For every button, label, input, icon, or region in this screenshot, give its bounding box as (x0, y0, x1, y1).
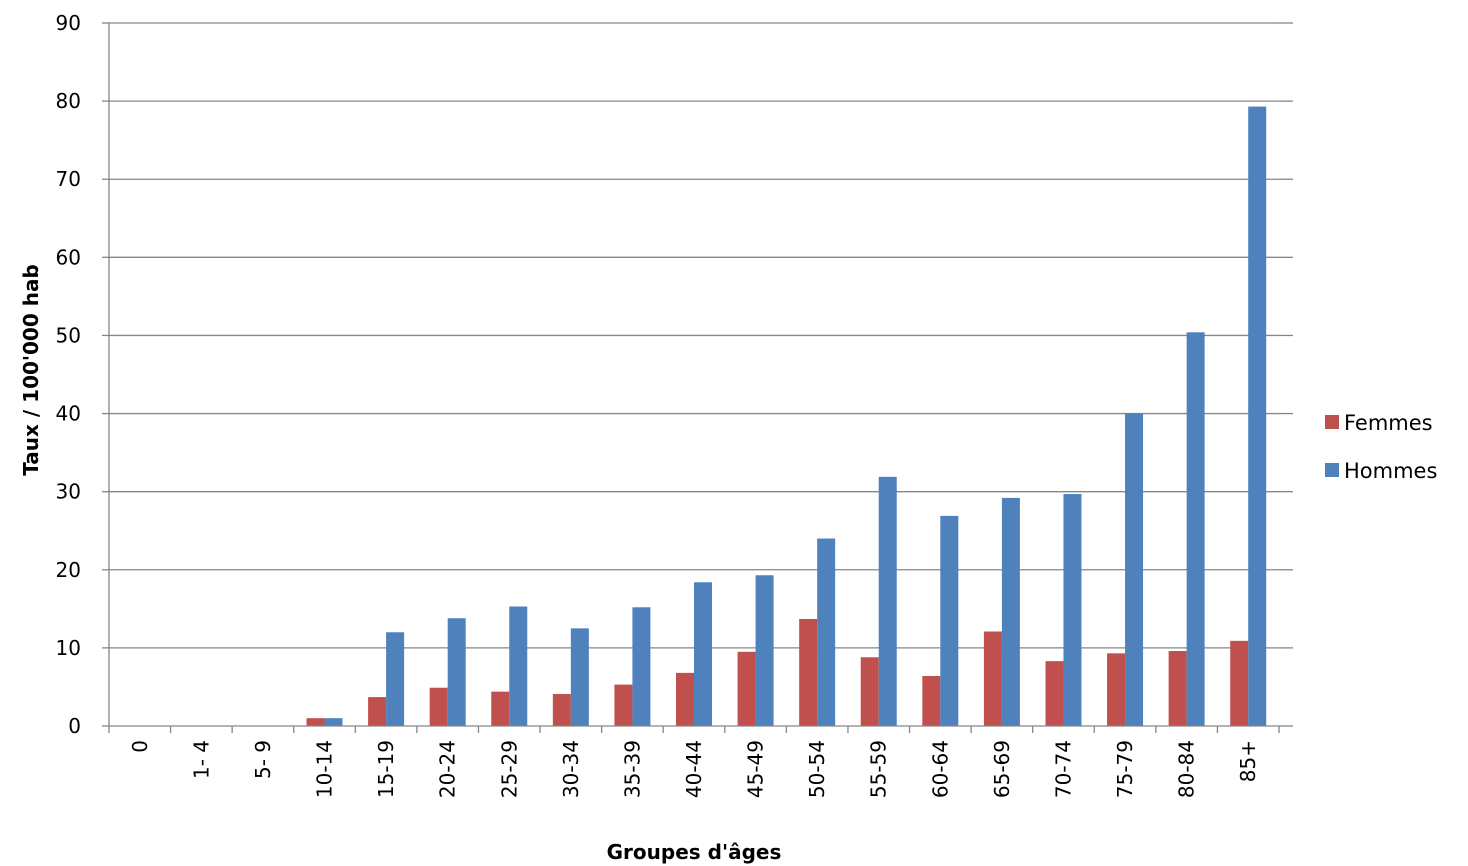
bar-femmes-75-79 (1107, 653, 1126, 726)
y-axis-title: Taux / 100'000 hab (19, 264, 43, 476)
x-tick-label: 10-14 (313, 740, 337, 798)
bar-femmes-60-64 (922, 676, 941, 726)
bar-hommes-70-74 (1063, 494, 1082, 726)
x-tick-label: 25-29 (497, 740, 521, 798)
legend-swatch-hommes (1325, 463, 1339, 477)
bar-hommes-40-44 (694, 582, 712, 726)
y-axis-ticks: 0 10 20 30 40 50 60 70 80 90 (56, 11, 1293, 738)
x-tick-label: 5- 9 (251, 740, 275, 779)
bar-femmes-45-49 (737, 651, 756, 726)
x-tick-label: 70-74 (1051, 740, 1075, 798)
bars (306, 106, 1267, 727)
bar-hommes-60-64 (940, 515, 959, 726)
legend-swatch-femmes (1325, 415, 1339, 429)
bar-hommes-75-79 (1125, 413, 1144, 726)
y-tick-label: 10 (56, 636, 81, 660)
bar-femmes-50-54 (799, 618, 818, 726)
x-tick-label: 60-64 (928, 740, 952, 798)
x-axis-title: Groupes d'âges (607, 840, 782, 864)
bar-hommes-15-19 (386, 632, 405, 726)
y-tick-label: 70 (56, 167, 81, 191)
bar-femmes-65-69 (983, 631, 1002, 726)
bar-hommes-55-59 (878, 476, 897, 726)
gridlines (109, 22, 1279, 649)
x-axis-ticks: 0 1- 4 5- 9 10-14 15-19 20-24 25-29 30-34 35-39 4… (108, 726, 1280, 798)
bar-femmes-25-29 (491, 691, 510, 726)
y-tick-label: 40 (56, 402, 81, 426)
x-tick-label: 85+ (1236, 740, 1260, 782)
x-tick-label: 80-84 (1175, 740, 1199, 798)
bar-femmes-55-59 (860, 657, 879, 726)
bar-hommes-35-39 (632, 607, 651, 726)
x-tick-label: 65-69 (990, 740, 1014, 798)
bar-femmes-10-14 (306, 718, 325, 726)
x-tick-label: 20-24 (436, 740, 460, 798)
bar-femmes-20-24 (429, 687, 448, 726)
bar-hommes-10-14 (324, 718, 343, 726)
y-tick-label: 50 (56, 323, 81, 347)
bar-femmes-40-44 (676, 672, 694, 726)
bar-hommes-65-69 (1001, 497, 1020, 726)
bar-femmes-15-19 (368, 697, 387, 726)
bar-hommes-25-29 (509, 606, 528, 726)
x-tick-label: 30-34 (559, 740, 583, 798)
axes (108, 23, 1279, 727)
bar-femmes-85+ (1230, 640, 1249, 726)
bar-femmes-80-84 (1168, 651, 1187, 726)
y-tick-label: 90 (56, 11, 81, 35)
bar-femmes-35-39 (614, 684, 633, 726)
x-tick-label: 0 (128, 740, 152, 753)
bar-hommes-45-49 (755, 575, 774, 726)
bar-hommes-80-84 (1186, 332, 1205, 726)
bar-femmes-70-74 (1045, 661, 1064, 726)
bar-hommes-20-24 (447, 618, 466, 726)
legend: Femmes Hommes (1325, 411, 1437, 483)
x-tick-label: 1- 4 (189, 740, 213, 779)
x-tick-label: 40-44 (682, 740, 706, 798)
x-tick-label: 50-54 (805, 740, 829, 798)
y-tick-label: 30 (56, 480, 81, 504)
y-tick-label: 60 (56, 245, 81, 269)
y-tick-label: 20 (56, 558, 81, 582)
y-tick-label: 0 (68, 714, 81, 738)
bar-hommes-30-34 (570, 628, 589, 726)
bar-femmes-30-34 (552, 693, 571, 726)
legend-label-femmes: Femmes (1344, 411, 1433, 435)
bar-hommes-85+ (1248, 106, 1267, 727)
x-tick-label: 45-49 (744, 740, 768, 798)
x-tick-label: 55-59 (867, 740, 891, 798)
legend-label-hommes: Hommes (1344, 459, 1437, 483)
bar-hommes-50-54 (817, 538, 836, 726)
x-tick-label: 75-79 (1113, 740, 1137, 798)
y-tick-label: 80 (56, 89, 81, 113)
x-tick-label: 35-39 (620, 740, 644, 798)
x-tick-label: 15-19 (374, 740, 398, 798)
